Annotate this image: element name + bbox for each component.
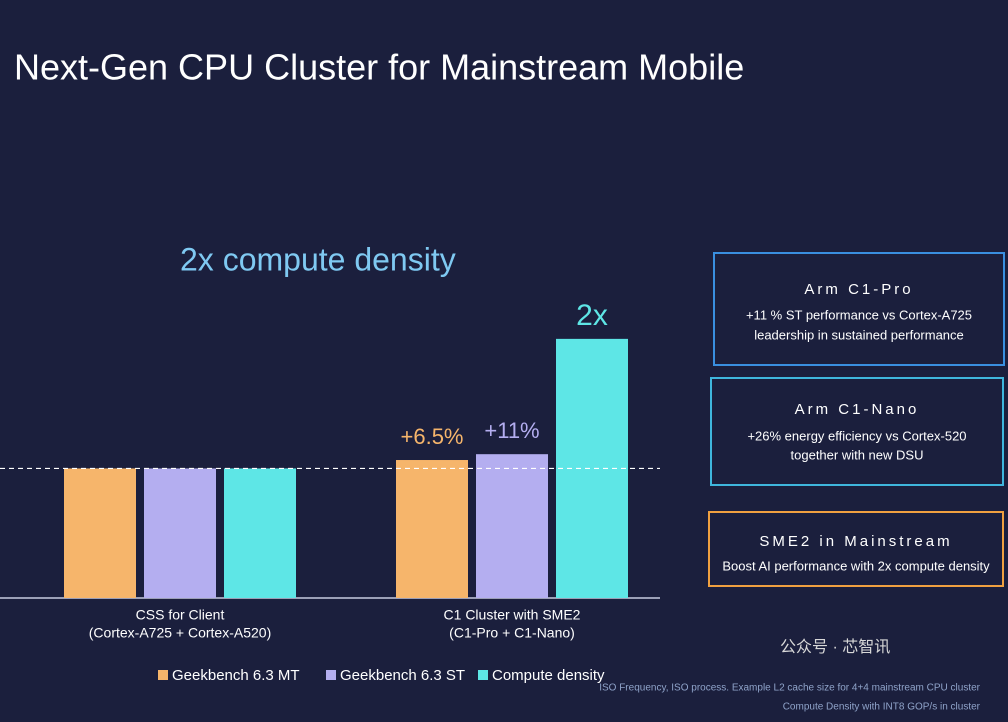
bar	[144, 468, 216, 598]
legend-swatch	[326, 670, 336, 680]
chart-subtitle: 2x compute density	[180, 241, 456, 277]
slide-title: Next-Gen CPU Cluster for Mainstream Mobi…	[14, 47, 744, 88]
panel-box	[708, 511, 1004, 587]
bar	[476, 454, 548, 598]
panel-line: together with new DSU	[791, 447, 924, 462]
bar-annotation: +11%	[484, 418, 539, 443]
footnote: Compute Density with INT8 GOP/s in clust…	[783, 702, 981, 713]
panel-title: Arm C1-Nano	[795, 401, 920, 418]
legend-label: Geekbench 6.3 ST	[340, 667, 465, 684]
panel-line: +11 % ST performance vs Cortex-A725	[746, 307, 972, 322]
legend-swatch	[158, 670, 168, 680]
panel-box	[713, 252, 1005, 366]
x-tick-detail: (C1-Pro + C1-Nano)	[449, 625, 575, 641]
bar	[556, 338, 628, 598]
legend-swatch	[478, 670, 488, 680]
bar	[224, 468, 296, 598]
bar	[396, 460, 468, 598]
panel-line: +26% energy efficiency vs Cortex-520	[747, 428, 966, 443]
panel-box	[710, 377, 1004, 486]
x-tick-detail: (Cortex-A725 + Cortex-A520)	[89, 625, 271, 641]
bar-annotation: 2x	[576, 299, 608, 332]
panel-title: Arm C1-Pro	[804, 281, 913, 298]
watermark: 公众号 · 芯智讯	[780, 638, 890, 656]
panel-title: SME2 in Mainstream	[759, 533, 952, 550]
bar	[64, 468, 136, 598]
x-tick-label: CSS for Client	[136, 607, 225, 623]
bar-annotation: +6.5%	[401, 424, 464, 449]
x-tick-label: C1 Cluster with SME2	[444, 607, 581, 623]
legend-label: Geekbench 6.3 MT	[172, 667, 300, 684]
legend-label: Compute density	[492, 667, 605, 684]
footnote: ISO Frequency, ISO process. Example L2 c…	[599, 683, 980, 694]
panel-line: Boost AI performance with 2x compute den…	[722, 558, 990, 573]
panel-line: leadership in sustained performance	[754, 327, 964, 342]
